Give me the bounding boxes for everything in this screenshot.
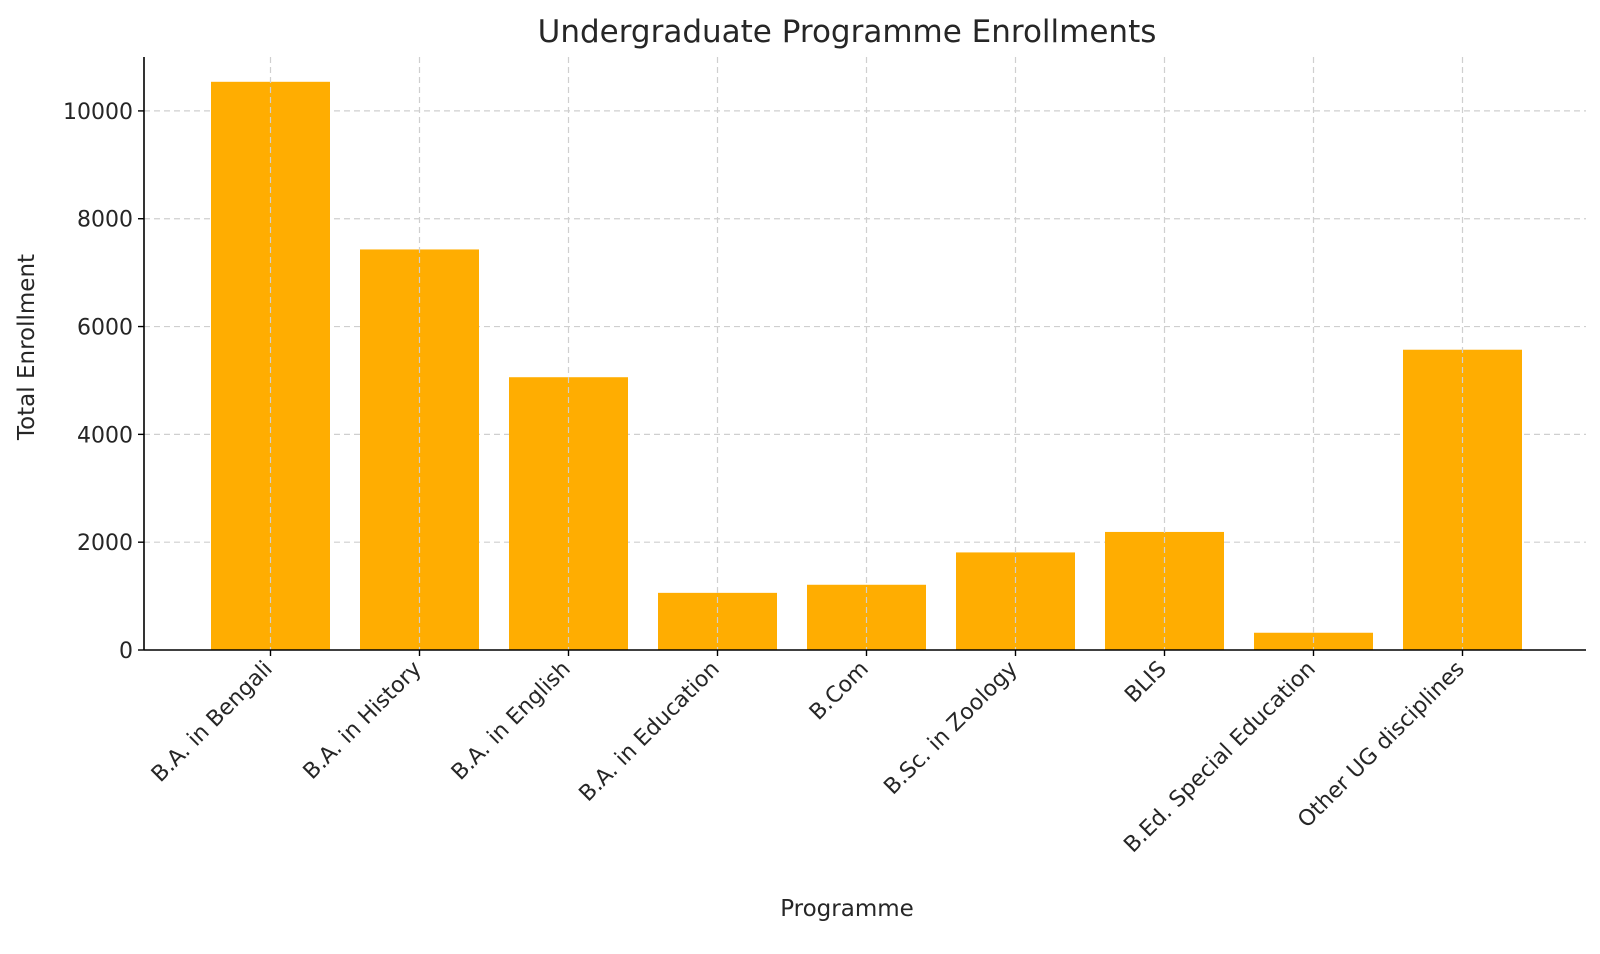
- x-tick-label: Other UG disciplines: [1293, 657, 1469, 833]
- x-tick-label: B.A. in Bengali: [147, 657, 278, 788]
- x-tick-label: B.A. in History: [299, 657, 427, 785]
- x-tick-label: B.A. in Education: [575, 657, 725, 807]
- x-tick-label: BLIS: [1120, 657, 1171, 708]
- x-tick-labels: B.A. in Bengali B.A. in History B.A. in En…: [147, 657, 1470, 858]
- y-tick-label: 2000: [77, 531, 133, 556]
- y-axis-label: Total Enrollment: [14, 254, 40, 441]
- y-tick-label: 4000: [77, 423, 133, 448]
- axes: [138, 57, 1586, 656]
- y-tick-labels: 0 2000 4000 6000 8000 10000: [63, 100, 133, 664]
- y-tick-label: 8000: [77, 208, 133, 233]
- y-tick-label: 6000: [77, 316, 133, 341]
- y-tick-label: 10000: [63, 100, 133, 125]
- y-tick-label: 0: [119, 639, 133, 664]
- x-tick-label: B.Com: [805, 657, 874, 726]
- x-tick-label: B.Sc. in Zoology: [879, 657, 1022, 800]
- bar: [211, 81, 330, 651]
- bars: [211, 57, 1522, 651]
- x-axis-label: Programme: [780, 896, 914, 922]
- x-tick-label: B.A. in English: [447, 657, 576, 786]
- chart-title: Undergraduate Programme Enrollments: [538, 14, 1157, 50]
